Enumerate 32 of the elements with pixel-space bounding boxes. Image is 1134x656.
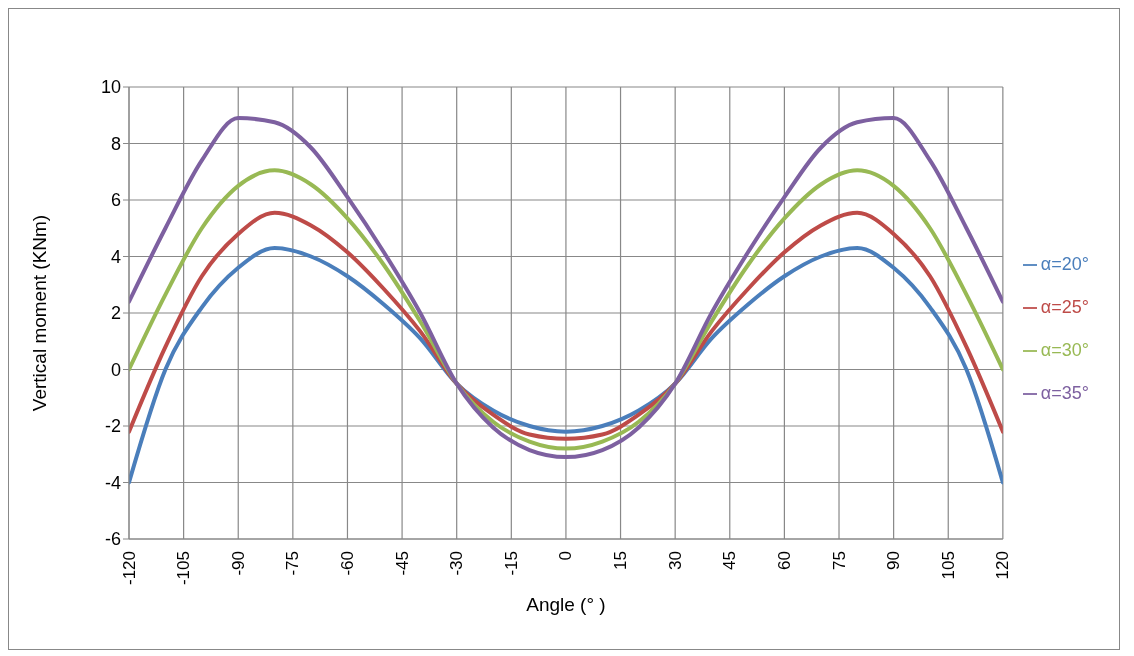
x-tick-label: 75 [829,551,849,570]
y-tick-label: 8 [110,133,121,154]
y-tick-label: 4 [110,246,121,267]
x-tick-label: -30 [447,551,467,576]
x-tick-label: -45 [392,551,412,576]
x-tick-label: 0 [556,551,576,561]
x-tick-label: 90 [884,551,904,570]
legend-label: α=35° [1040,383,1089,404]
x-tick-label: -120 [119,551,139,586]
x-tick-label: 105 [938,551,958,580]
x-tick-label: 30 [665,551,685,570]
y-tick-label: 6 [110,190,121,211]
y-tick-label: -6 [104,529,121,550]
y-tick-label: -2 [104,416,121,437]
x-tick-label: 60 [774,551,794,570]
y-tick-label: 2 [110,303,121,324]
legend-label: α=20° [1040,253,1089,274]
x-tick-label: 45 [720,551,740,570]
legend-label: α=30° [1040,340,1089,360]
x-tick-label: -75 [283,551,303,576]
x-tick-label: -15 [501,551,521,576]
y-tick-label: -4 [104,472,121,493]
x-axis-title: Angle (° ) [526,594,606,615]
x-tick-label: 120 [993,551,1013,580]
x-tick-label: -60 [337,551,357,576]
x-tick-label: -105 [174,551,194,586]
x-tick-label: 15 [611,551,631,570]
legend-label: α=25° [1040,296,1089,317]
x-tick-label: -90 [228,551,248,576]
y-axis-title: Vertical moment (KNm) [28,214,50,412]
y-tick-label: 10 [100,77,121,98]
y-tick-label: 0 [110,359,121,380]
